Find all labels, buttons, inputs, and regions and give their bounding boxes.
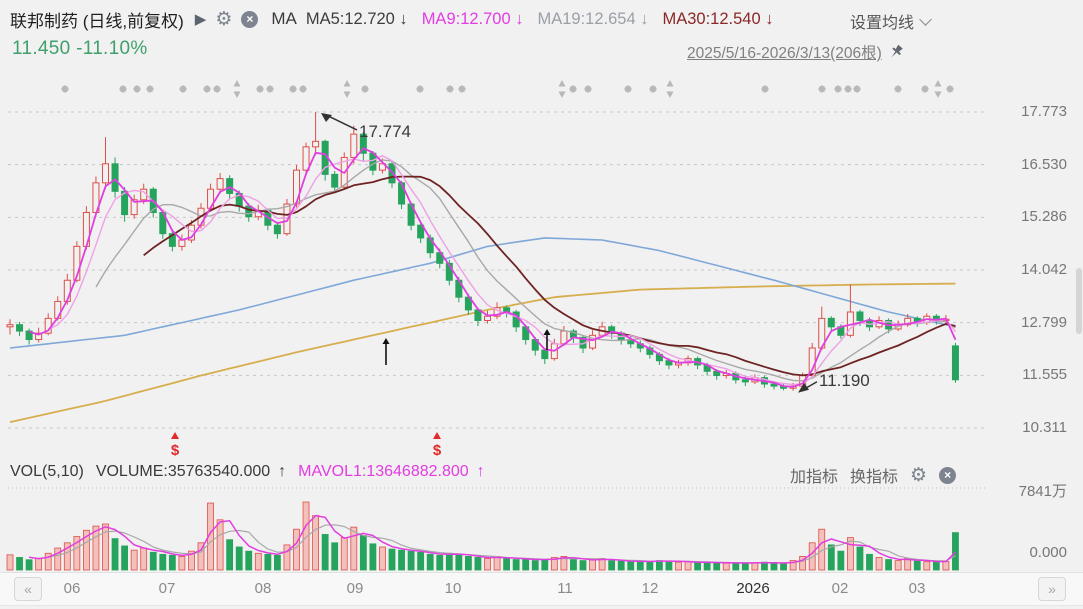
set-ma-button[interactable]: 设置均线 bbox=[850, 9, 932, 33]
mavol-arrow: ↑ bbox=[476, 463, 485, 480]
volume-axis-max: 7841万 bbox=[1018, 483, 1067, 500]
switch-indicator-button[interactable]: 换指标 bbox=[850, 469, 899, 486]
volume-arrow: ↑ bbox=[278, 463, 287, 480]
time-axis-label: 11 bbox=[557, 580, 573, 597]
svg-text:$: $ bbox=[433, 442, 442, 459]
price-axis-label: 10.311 bbox=[1022, 419, 1067, 436]
close-icon[interactable]: × bbox=[241, 10, 259, 28]
ma-indicator-label: MA bbox=[271, 9, 297, 28]
svg-text:17.774: 17.774 bbox=[359, 122, 411, 141]
time-axis-label: 06 bbox=[63, 580, 81, 597]
price-axis-label: 16.530 bbox=[1021, 155, 1067, 173]
ma-value-item: MA30:12.540 ↓ bbox=[662, 9, 774, 28]
time-axis-label: 03 bbox=[908, 580, 926, 597]
ma-values: MA5:12.720 ↓ MA9:12.700 ↓ MA19:12.654 ↓ MA3… bbox=[306, 10, 774, 29]
time-axis-label: 07 bbox=[158, 580, 176, 597]
change-percent: -11.10% bbox=[76, 38, 148, 59]
date-range-link[interactable]: 2025/5/16-2026/3/13(206根) bbox=[687, 41, 904, 63]
stock-title: 联邦制药 (日线,前复权) bbox=[10, 11, 184, 31]
pin-icon[interactable] bbox=[888, 44, 904, 60]
play-icon[interactable]: ▶ bbox=[194, 11, 207, 28]
date-range-label: 2025/5/16-2026/3/13(206根) bbox=[687, 45, 882, 62]
volume-axis-zero: 0.000 bbox=[1029, 544, 1067, 561]
set-ma-label: 设置均线 bbox=[850, 15, 915, 32]
price-axis-label: 12.799 bbox=[1021, 313, 1067, 331]
time-axis-label: 10 bbox=[444, 580, 462, 597]
price-axis-label: 17.773 bbox=[1021, 103, 1067, 120]
price-axis-label: 15.286 bbox=[1021, 208, 1067, 226]
time-axis-label: 02 bbox=[831, 580, 849, 597]
time-axis-label: 09 bbox=[346, 580, 364, 597]
price-axis-label: 11.555 bbox=[1022, 366, 1067, 384]
scroll-right-button[interactable]: » bbox=[1038, 577, 1066, 601]
mavol-value: MAVOL1:13646882.800 bbox=[298, 463, 469, 480]
scroll-left-button[interactable]: « bbox=[14, 577, 42, 601]
add-indicator-button[interactable]: 加指标 bbox=[790, 469, 839, 486]
volume-header: VOL(5,10) VOLUME:35763540.000 ↑ MAVOL1:1… bbox=[10, 463, 485, 481]
price-change: 11.450 -11.10% bbox=[12, 38, 148, 60]
last-price: 11.450 bbox=[12, 38, 71, 59]
vol-indicator-label: VOL(5,10) bbox=[10, 463, 84, 480]
volume-value: VOLUME:35763540.000 bbox=[95, 463, 271, 480]
time-axis-label: 12 bbox=[641, 580, 659, 597]
price-axis-label: 14.042 bbox=[1021, 261, 1067, 278]
scrollbar[interactable] bbox=[1076, 268, 1082, 334]
time-axis-label: 2026 bbox=[736, 580, 770, 597]
volume-close-icon[interactable]: × bbox=[939, 466, 957, 484]
svg-text:11.190: 11.190 bbox=[819, 371, 870, 390]
ma-value-item: MA9:12.700 ↓ bbox=[421, 9, 524, 28]
indicator-buttons: 加指标 换指标 ⚙ × bbox=[790, 463, 957, 487]
chart-header: 联邦制药 (日线,前复权) ▶ ⚙ × MA MA5:12.720 ↓ MA9:1… bbox=[10, 6, 774, 32]
chevron-down-icon bbox=[919, 12, 932, 26]
volume-gear-icon[interactable]: ⚙ bbox=[910, 464, 928, 486]
ma-value-item: MA5:12.720 ↓ bbox=[305, 9, 408, 28]
svg-text:$: $ bbox=[171, 442, 180, 459]
time-axis-label: 08 bbox=[254, 580, 272, 597]
gear-icon[interactable]: ⚙ bbox=[215, 8, 233, 30]
time-axis: « 06 07 08 09 10 11 12 2026 02 03 » bbox=[0, 572, 1083, 606]
ma-value-item: MA19:12.654 ↓ bbox=[537, 9, 649, 28]
